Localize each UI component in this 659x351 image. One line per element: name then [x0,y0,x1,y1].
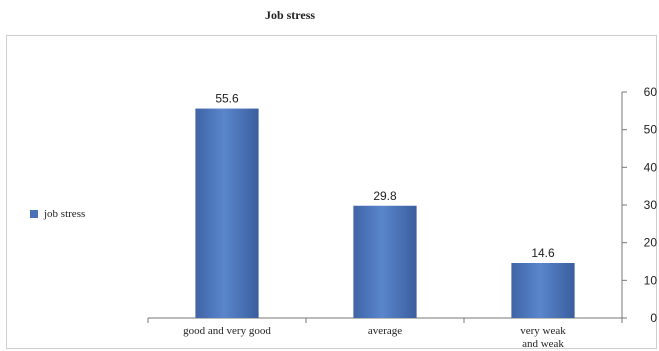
data-label: 29.8 [373,189,397,203]
y-tick-label: 60 [644,85,658,99]
y-tick-label: 40 [644,160,658,174]
bar [195,108,259,318]
chart-frame [6,35,657,349]
y-tick-label: 30 [644,198,658,212]
y-tick-label: 50 [644,123,658,137]
legend-label: job stress [44,208,86,220]
x-tick-label: average [368,325,402,337]
y-tick-label: 20 [644,236,658,250]
chart-title: Job stress [264,8,316,22]
bar [353,205,417,318]
x-tick-label: and weak [522,338,564,350]
bar [511,263,575,318]
x-tick-label: very weak [520,325,566,337]
y-tick-label: 0 [650,311,657,325]
legend: job stress [30,208,85,220]
data-label: 14.6 [531,246,555,260]
y-tick-label: 10 [644,273,658,287]
data-label: 55.6 [215,92,239,106]
legend-swatch [30,210,38,218]
x-tick-label: good and very good [183,325,271,337]
